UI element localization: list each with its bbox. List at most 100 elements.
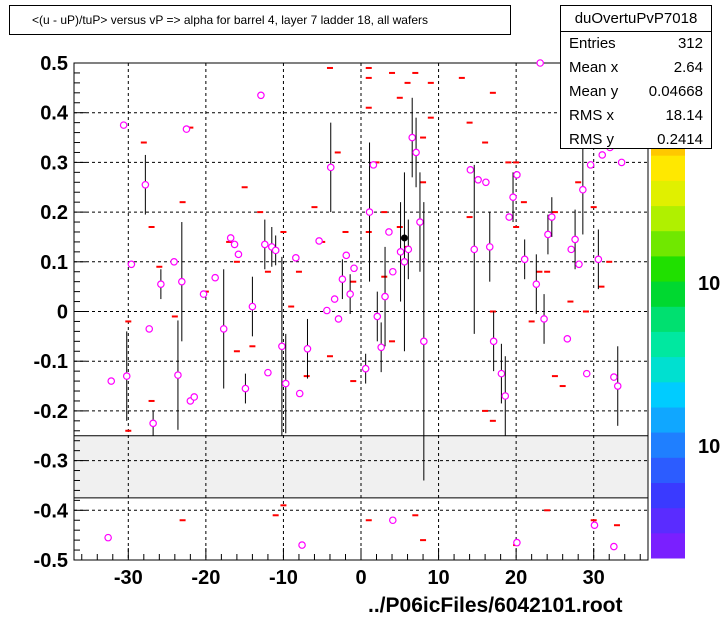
profile-point xyxy=(278,342,286,351)
profile-point xyxy=(594,255,603,264)
profile-point xyxy=(598,151,607,159)
y-tick-label: 0.1 xyxy=(40,252,68,274)
profile-point xyxy=(315,237,323,245)
profile-point xyxy=(149,419,157,428)
profile-point xyxy=(350,264,358,273)
profile-point xyxy=(261,240,269,249)
profile-point xyxy=(497,369,506,378)
stats-name: duOvertuPvP7018 xyxy=(561,6,711,32)
stats-label: Entries xyxy=(569,35,616,52)
profile-point xyxy=(323,306,331,315)
palette-cell xyxy=(651,306,685,332)
profile-point xyxy=(170,257,178,266)
profile-point xyxy=(613,382,622,390)
profile-point xyxy=(590,521,599,530)
profile-point xyxy=(520,255,529,264)
y-tick-label: 0 xyxy=(57,302,68,324)
stats-value: 2.64 xyxy=(673,59,703,76)
stats-label: Mean y xyxy=(569,83,619,100)
profile-point xyxy=(381,292,389,301)
profile-point xyxy=(540,315,548,323)
profile-point xyxy=(178,277,186,286)
profile-point xyxy=(610,542,618,551)
axes: -30 -20 -10 0 10 20 30 -0.5 -0.4 -0.3 -0.2 -0.1 0 0.1… xyxy=(34,53,641,589)
grid-lines xyxy=(74,62,648,561)
profile-point xyxy=(482,178,490,187)
profile-point xyxy=(226,234,235,242)
stats-value: 312 xyxy=(677,35,703,52)
profile-point xyxy=(485,243,494,251)
profile-point xyxy=(470,245,479,254)
profile-point xyxy=(567,245,576,254)
profile-point xyxy=(466,166,475,174)
profile-point xyxy=(610,373,618,381)
y-tick-label: -0.1 xyxy=(34,351,68,373)
palette-cell xyxy=(651,255,685,282)
x-tick-label: 10 xyxy=(427,567,449,589)
profile-point xyxy=(145,325,154,333)
profile-point xyxy=(342,251,351,260)
palette-cell xyxy=(651,230,685,257)
palette-label-upper: 10 xyxy=(698,273,720,295)
profile-point xyxy=(211,273,219,282)
profile-point xyxy=(174,371,182,379)
stats-label: RMS x xyxy=(569,107,614,124)
stats-row-mean-x: Mean x 2.64 xyxy=(561,56,711,80)
palette-cell xyxy=(651,457,685,483)
raw-marks xyxy=(125,66,620,547)
profile-point xyxy=(257,91,265,100)
y-tick-label: -0.2 xyxy=(34,401,68,423)
y-tick-label: -0.3 xyxy=(34,451,68,473)
profile-point xyxy=(412,148,420,157)
stats-label: RMS y xyxy=(569,131,614,148)
profile-point xyxy=(389,516,397,525)
profile-point xyxy=(586,161,595,169)
profile-point xyxy=(571,235,579,244)
y-tick-label: -0.4 xyxy=(34,500,69,522)
palette-cell xyxy=(651,180,685,207)
profile-point xyxy=(248,302,257,311)
profile-point xyxy=(361,364,370,373)
profile-point xyxy=(330,295,339,303)
stats-row-rms-x: RMS x 18.14 xyxy=(561,104,711,128)
palette-label-lower: 10 xyxy=(698,436,720,458)
stats-value: 0.04668 xyxy=(648,83,703,100)
profile-point xyxy=(334,315,343,323)
chart-title: <(u - uP)/tuP> versus vP => alpha for ba… xyxy=(9,5,511,35)
file-path-label: ../P06icFiles/6042101.root xyxy=(368,594,623,617)
profile-points xyxy=(104,59,626,551)
highlight-point xyxy=(400,234,408,242)
profile-point xyxy=(230,240,239,249)
palette-cell xyxy=(651,507,685,534)
profile-point xyxy=(505,213,513,221)
profile-point xyxy=(281,379,290,388)
profile-point xyxy=(582,369,591,378)
y-tick-label: 0.4 xyxy=(40,103,69,125)
palette-cell xyxy=(651,532,685,559)
profile-point xyxy=(303,344,312,353)
stats-label: Mean x xyxy=(569,59,619,76)
profile-point xyxy=(489,337,498,346)
palette-cell xyxy=(651,381,685,408)
profile-point xyxy=(264,368,272,377)
x-tick-label: -10 xyxy=(269,567,298,589)
y-tick-label: 0.2 xyxy=(40,202,68,224)
stats-value: 0.2414 xyxy=(657,131,703,148)
stats-row-rms-y: RMS y 0.2414 xyxy=(561,128,711,152)
palette-cell xyxy=(651,356,685,383)
profile-point xyxy=(157,280,165,288)
profile-point xyxy=(385,228,393,236)
profile-point xyxy=(416,218,424,226)
profile-point xyxy=(404,245,413,254)
y-tick-label: -0.5 xyxy=(34,550,68,572)
profile-point xyxy=(104,533,112,542)
profile-point xyxy=(400,257,409,266)
profile-point xyxy=(513,171,521,179)
profile-point xyxy=(377,343,385,352)
profile-point xyxy=(122,372,131,380)
x-tick-label: 30 xyxy=(583,567,605,589)
profile-point xyxy=(420,337,428,346)
profile-point xyxy=(119,121,128,129)
x-tick-label: 0 xyxy=(355,567,366,589)
profile-point xyxy=(563,335,572,343)
